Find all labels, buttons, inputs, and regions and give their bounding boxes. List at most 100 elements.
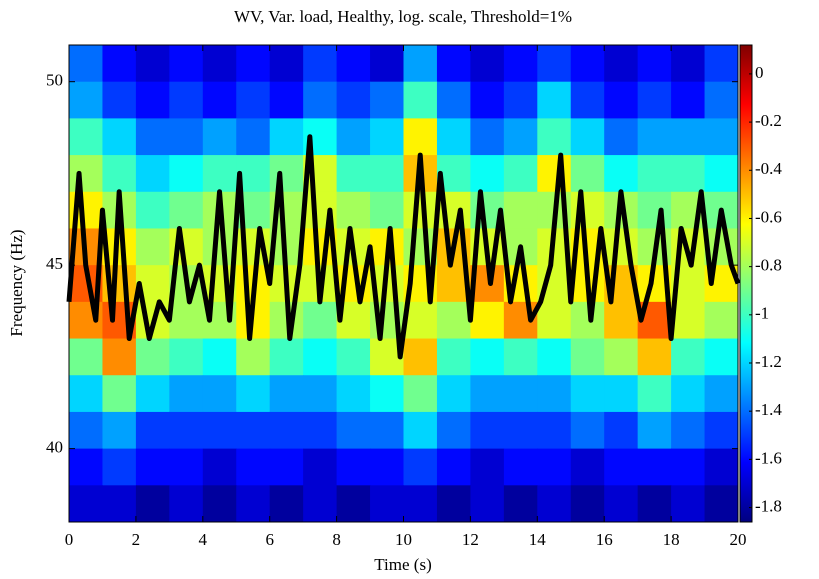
heatmap-cell — [303, 81, 338, 119]
heatmap-cell — [336, 45, 371, 83]
heatmap-cell — [671, 485, 706, 523]
heatmap-cell — [436, 448, 471, 486]
heatmap-cell — [637, 191, 672, 229]
heatmap-cell — [436, 338, 471, 376]
heatmap-cell — [503, 118, 538, 156]
heatmap-cell — [637, 485, 672, 523]
heatmap-cell — [470, 375, 505, 413]
heatmap-cell — [704, 448, 739, 486]
heatmap-cell — [503, 338, 538, 376]
heatmap-cell — [436, 411, 471, 450]
heatmap-cell — [202, 338, 237, 376]
heatmap-cell — [503, 375, 538, 413]
heatmap-cell — [102, 118, 137, 156]
heatmap-cell — [336, 375, 371, 413]
heatmap-cell — [269, 118, 304, 156]
heatmap-cell — [403, 118, 438, 156]
heatmap-cell — [135, 45, 170, 83]
heatmap-cell — [436, 375, 471, 413]
heatmap-cell — [570, 45, 605, 83]
heatmap-cell — [336, 448, 371, 486]
heatmap-cell — [303, 375, 338, 413]
heatmap-cell — [370, 191, 404, 229]
heatmap-cell — [604, 81, 639, 119]
heatmap-cell — [236, 338, 271, 376]
heatmap-cell — [436, 118, 471, 156]
heatmap-cell — [637, 155, 672, 193]
heatmap-cell — [370, 411, 404, 450]
heatmap-cell — [470, 301, 505, 340]
heatmap-cell — [403, 485, 438, 523]
heatmap-cell — [704, 375, 739, 413]
heatmap-cell — [169, 45, 204, 83]
colorbar-tick-label: -1.4 — [755, 400, 782, 419]
heatmap-cell — [202, 45, 237, 83]
heatmap-cell — [570, 485, 605, 523]
heatmap-cell — [102, 485, 137, 523]
heatmap-cell — [470, 155, 505, 193]
heatmap-cell — [470, 485, 505, 523]
colorbar-tick-label: 0 — [755, 63, 764, 82]
heatmap-cell — [637, 45, 672, 83]
heatmap-cell — [503, 485, 538, 523]
heatmap-cell — [102, 338, 137, 376]
heatmap — [69, 45, 739, 523]
heatmap-cell — [671, 375, 706, 413]
trace-line — [66, 134, 741, 360]
heatmap-cell — [202, 228, 237, 266]
heatmap-cell — [436, 45, 471, 83]
heatmap-cell — [604, 485, 639, 523]
heatmap-cell — [202, 375, 237, 413]
heatmap-cell — [336, 81, 371, 119]
heatmap-cell — [169, 411, 204, 450]
heatmap-cell — [604, 448, 639, 486]
heatmap-cell — [470, 338, 505, 376]
heatmap-cell — [135, 191, 170, 229]
heatmap-cell — [69, 485, 103, 523]
heatmap-cell — [269, 375, 304, 413]
chart-title: WV, Var. load, Healthy, log. scale, Thre… — [234, 7, 572, 26]
heatmap-cell — [704, 301, 739, 340]
heatmap-cell — [202, 118, 237, 156]
x-tick-label: 0 — [65, 530, 74, 549]
heatmap-cell — [370, 155, 404, 193]
heatmap-cell — [537, 301, 572, 340]
heatmap-cell — [370, 118, 404, 156]
heatmap-cell — [403, 375, 438, 413]
x-tick-label: 10 — [395, 530, 412, 549]
heatmap-cell — [269, 155, 304, 193]
heatmap-cell — [637, 338, 672, 376]
heatmap-cell — [637, 411, 672, 450]
heatmap-cell — [169, 485, 204, 523]
x-tick-label: 8 — [332, 530, 341, 549]
heatmap-cell — [236, 411, 271, 450]
heatmap-cell — [236, 485, 271, 523]
heatmap-cell — [102, 155, 137, 193]
heatmap-cell — [537, 411, 572, 450]
heatmap-cell — [303, 411, 338, 450]
heatmap-cell — [370, 448, 404, 486]
x-tick-label: 6 — [265, 530, 274, 549]
heatmap-cell — [470, 81, 505, 119]
heatmap-cell — [102, 411, 137, 450]
heatmap-cell — [202, 81, 237, 119]
heatmap-cell — [537, 45, 572, 83]
heatmap-cell — [135, 448, 170, 486]
heatmap-cell — [169, 81, 204, 119]
heatmap-cell — [570, 81, 605, 119]
heatmap-cell — [570, 118, 605, 156]
heatmap-cell — [135, 485, 170, 523]
heatmap-cell — [671, 118, 706, 156]
heatmap-cell — [269, 485, 304, 523]
heatmap-cell — [403, 191, 438, 229]
heatmap-cell — [69, 155, 103, 193]
heatmap-cell — [169, 118, 204, 156]
heatmap-cell — [236, 45, 271, 83]
heatmap-cell — [537, 118, 572, 156]
heatmap-cell — [336, 338, 371, 376]
heatmap-cell — [436, 81, 471, 119]
heatmap-cell — [269, 411, 304, 450]
heatmap-cell — [269, 81, 304, 119]
heatmap-cell — [236, 375, 271, 413]
heatmap-cell — [102, 448, 137, 486]
